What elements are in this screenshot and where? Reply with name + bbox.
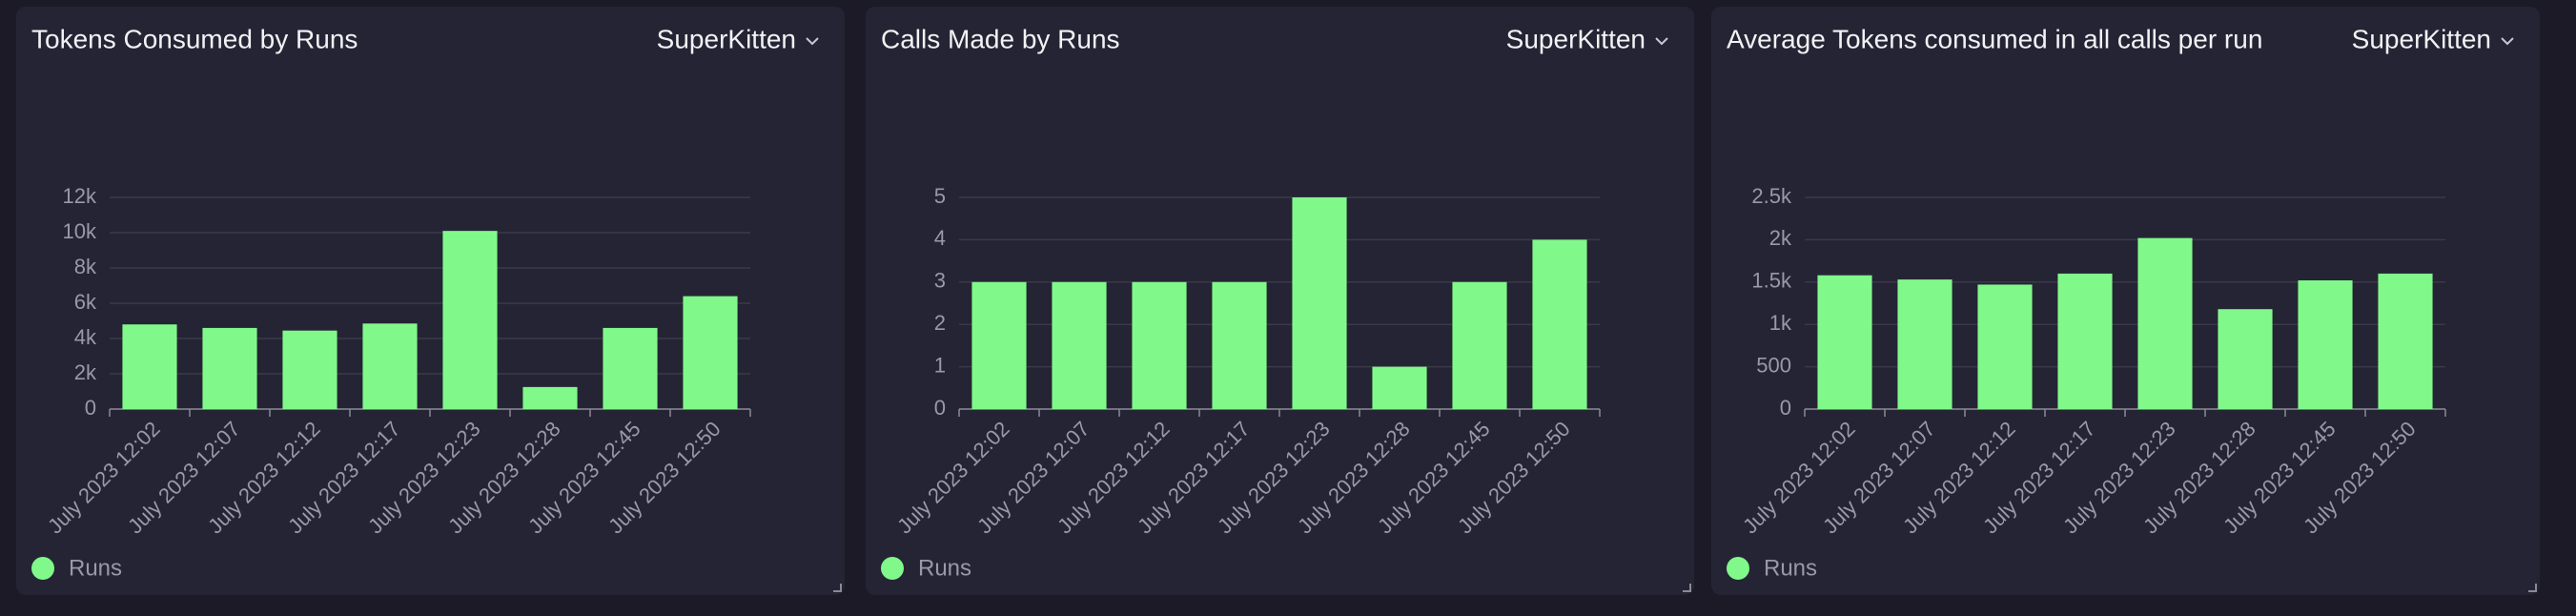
bar xyxy=(1897,279,1952,409)
bar xyxy=(603,327,658,409)
bar xyxy=(1292,197,1347,409)
chart-panel: Average Tokens consumed in all calls per… xyxy=(1711,7,2540,595)
bar xyxy=(442,231,498,409)
bar xyxy=(1052,281,1107,409)
y-tick-label: 0 xyxy=(85,396,96,420)
bar xyxy=(1817,275,1872,409)
dropdown-chevron[interactable] xyxy=(1655,37,1668,46)
dropdown-chevron[interactable] xyxy=(806,37,819,46)
y-tick-label: 500 xyxy=(1756,353,1791,377)
y-tick-label: 1.5k xyxy=(1751,269,1792,293)
y-tick-label: 4k xyxy=(74,325,97,349)
chart-title: Average Tokens consumed in all calls per… xyxy=(1727,24,2262,53)
y-tick-label: 2k xyxy=(1769,226,1792,250)
chart-title: Tokens Consumed by Runs xyxy=(31,24,358,53)
y-tick-label: 0 xyxy=(934,396,946,420)
y-tick-label: 10k xyxy=(63,219,97,243)
y-tick-label: 5 xyxy=(934,184,946,208)
dropdown-label[interactable]: SuperKitten xyxy=(657,24,796,53)
y-tick-label: 1 xyxy=(934,353,946,377)
bar xyxy=(282,330,337,409)
bar xyxy=(202,327,257,409)
bar xyxy=(522,386,578,409)
legend-label[interactable]: Runs xyxy=(1764,555,1817,581)
bar xyxy=(2057,273,2113,409)
panel-background xyxy=(1711,7,2540,595)
legend-label[interactable]: Runs xyxy=(918,555,971,581)
bar xyxy=(362,323,418,409)
bar xyxy=(2218,309,2273,409)
bar xyxy=(1452,281,1507,409)
legend-label[interactable]: Runs xyxy=(69,555,122,581)
bar xyxy=(1372,366,1427,409)
bar xyxy=(1212,281,1267,409)
bar xyxy=(2378,273,2433,409)
dropdown-chevron[interactable] xyxy=(2501,37,2514,46)
chart-title: Calls Made by Runs xyxy=(881,24,1120,53)
resize-handle xyxy=(1683,584,1691,592)
legend-marker[interactable] xyxy=(881,557,904,580)
y-tick-label: 6k xyxy=(74,290,97,314)
panel-background xyxy=(866,7,1694,595)
bar xyxy=(971,281,1027,409)
y-tick-label: 2 xyxy=(934,311,946,335)
legend-marker[interactable] xyxy=(31,557,54,580)
bar xyxy=(2298,280,2353,409)
y-tick-label: 3 xyxy=(934,269,946,293)
y-tick-label: 0 xyxy=(1780,396,1791,420)
y-tick-label: 2.5k xyxy=(1751,184,1792,208)
chart-panel: Tokens Consumed by Runs SuperKitten 0 2k 4k 6… xyxy=(16,7,845,595)
bar xyxy=(1532,239,1587,409)
y-tick-label: 4 xyxy=(934,226,946,250)
legend-marker[interactable] xyxy=(1727,557,1749,580)
bar xyxy=(1977,284,2033,409)
bar xyxy=(683,296,738,409)
resize-handle xyxy=(833,584,842,592)
resize-handle xyxy=(2528,584,2537,592)
bar xyxy=(2137,237,2193,409)
dropdown-label[interactable]: SuperKitten xyxy=(1506,24,1646,53)
dropdown-label[interactable]: SuperKitten xyxy=(2352,24,2491,53)
chart-panel: Calls Made by Runs SuperKitten012345July … xyxy=(866,7,1694,595)
bar xyxy=(122,324,177,409)
y-tick-label: 12k xyxy=(63,184,97,208)
y-tick-label: 8k xyxy=(74,255,97,278)
panel-background xyxy=(16,7,845,595)
y-tick-label: 1k xyxy=(1769,311,1792,335)
y-tick-label: 2k xyxy=(74,360,97,384)
bar xyxy=(1132,281,1187,409)
